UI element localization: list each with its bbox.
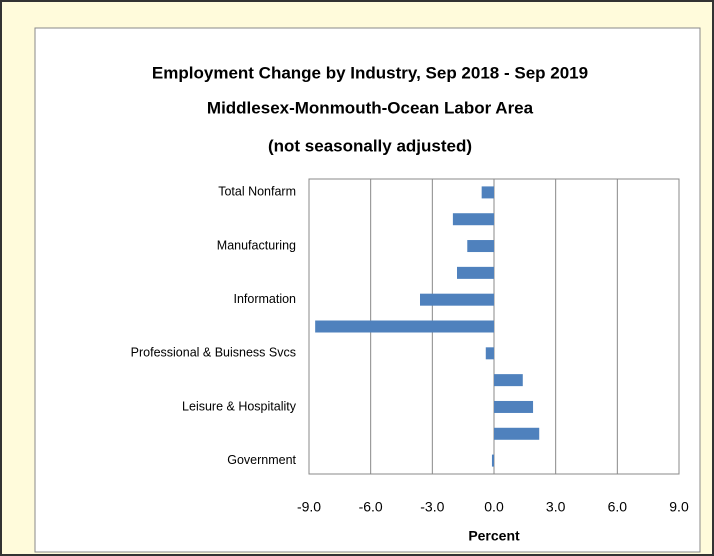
x-tick-label: -3.0: [420, 499, 444, 515]
y-tick-label: Total Nonfarm: [218, 185, 296, 199]
chart-title: Employment Change by Industry, Sep 2018 …: [152, 63, 588, 82]
x-tick-label: 3.0: [546, 499, 566, 515]
x-tick-label: 9.0: [669, 499, 689, 515]
bar: [315, 320, 494, 333]
chart-subtitle: (not seasonally adjusted): [268, 136, 472, 155]
y-tick-label: Manufacturing: [217, 238, 296, 252]
bar: [485, 347, 494, 360]
bar: [494, 427, 540, 440]
y-tick-label: Leisure & Hospitality: [182, 399, 297, 413]
x-tick-label: -9.0: [297, 499, 321, 515]
bar: [481, 186, 494, 199]
x-tick-label: 0.0: [484, 499, 504, 515]
bar: [457, 266, 494, 279]
chart-subtitle: Middlesex-Monmouth-Ocean Labor Area: [207, 98, 534, 117]
y-tick-label: Professional & Buisness Svcs: [131, 346, 296, 360]
x-tick-label: 6.0: [608, 499, 628, 515]
x-tick-label: -6.0: [359, 499, 383, 515]
bar: [467, 240, 494, 253]
bar: [494, 374, 523, 387]
bar: [494, 400, 534, 413]
y-tick-label: Information: [233, 292, 296, 306]
bar: [420, 293, 494, 306]
bar: [452, 213, 494, 226]
x-axis-title: Percent: [468, 528, 520, 544]
bar: [491, 454, 494, 467]
y-tick-label: Government: [227, 453, 296, 467]
